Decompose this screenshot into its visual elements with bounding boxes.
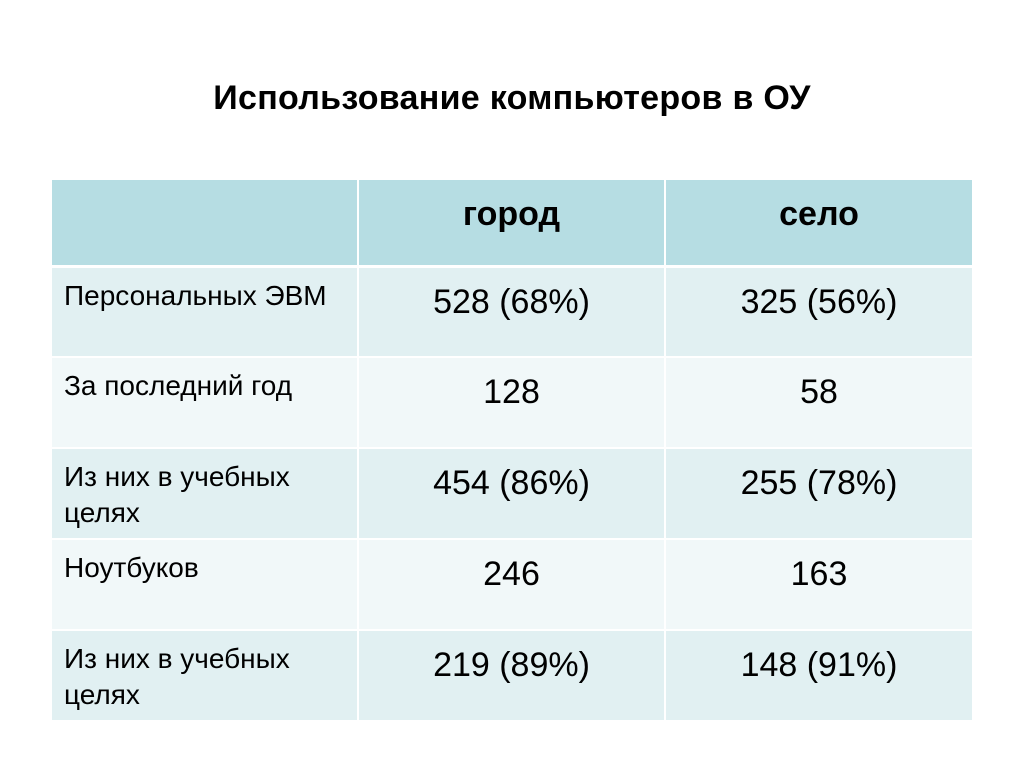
row-label: Ноутбуков <box>52 539 359 631</box>
slide-title: Использование компьютеров в ОУ <box>213 79 811 117</box>
table-row: Из них в учебных целях 454 (86%) 255 (78… <box>52 448 972 540</box>
city-value: 454 (86%) <box>358 448 666 540</box>
table-row: За последний год 128 58 <box>52 357 972 449</box>
table-row: Ноутбуков 246 163 <box>52 539 972 631</box>
row-label: Персональных ЭВМ <box>52 266 359 358</box>
computer-usage-table: город село Персональных ЭВМ 528 (68%) 32… <box>52 180 972 722</box>
table-row: Из них в учебных целях 219 (89%) 148 (91… <box>52 630 972 722</box>
city-value: 219 (89%) <box>358 630 666 722</box>
village-value: 58 <box>665 357 972 449</box>
village-value: 148 (91%) <box>665 630 972 722</box>
table-header-row: город село <box>52 180 972 267</box>
village-value: 255 (78%) <box>665 448 972 540</box>
row-label: Из них в учебных целях <box>52 448 359 540</box>
city-value: 246 <box>358 539 666 631</box>
row-label: За последний год <box>52 357 359 449</box>
village-value: 163 <box>665 539 972 631</box>
city-value: 528 (68%) <box>358 266 666 358</box>
header-village: село <box>665 180 972 267</box>
table-row: Персональных ЭВМ 528 (68%) 325 (56%) <box>52 266 972 358</box>
village-value: 325 (56%) <box>665 266 972 358</box>
header-city: город <box>358 180 666 267</box>
row-label: Из них в учебных целях <box>52 630 359 722</box>
header-empty-cell <box>52 180 359 267</box>
city-value: 128 <box>358 357 666 449</box>
